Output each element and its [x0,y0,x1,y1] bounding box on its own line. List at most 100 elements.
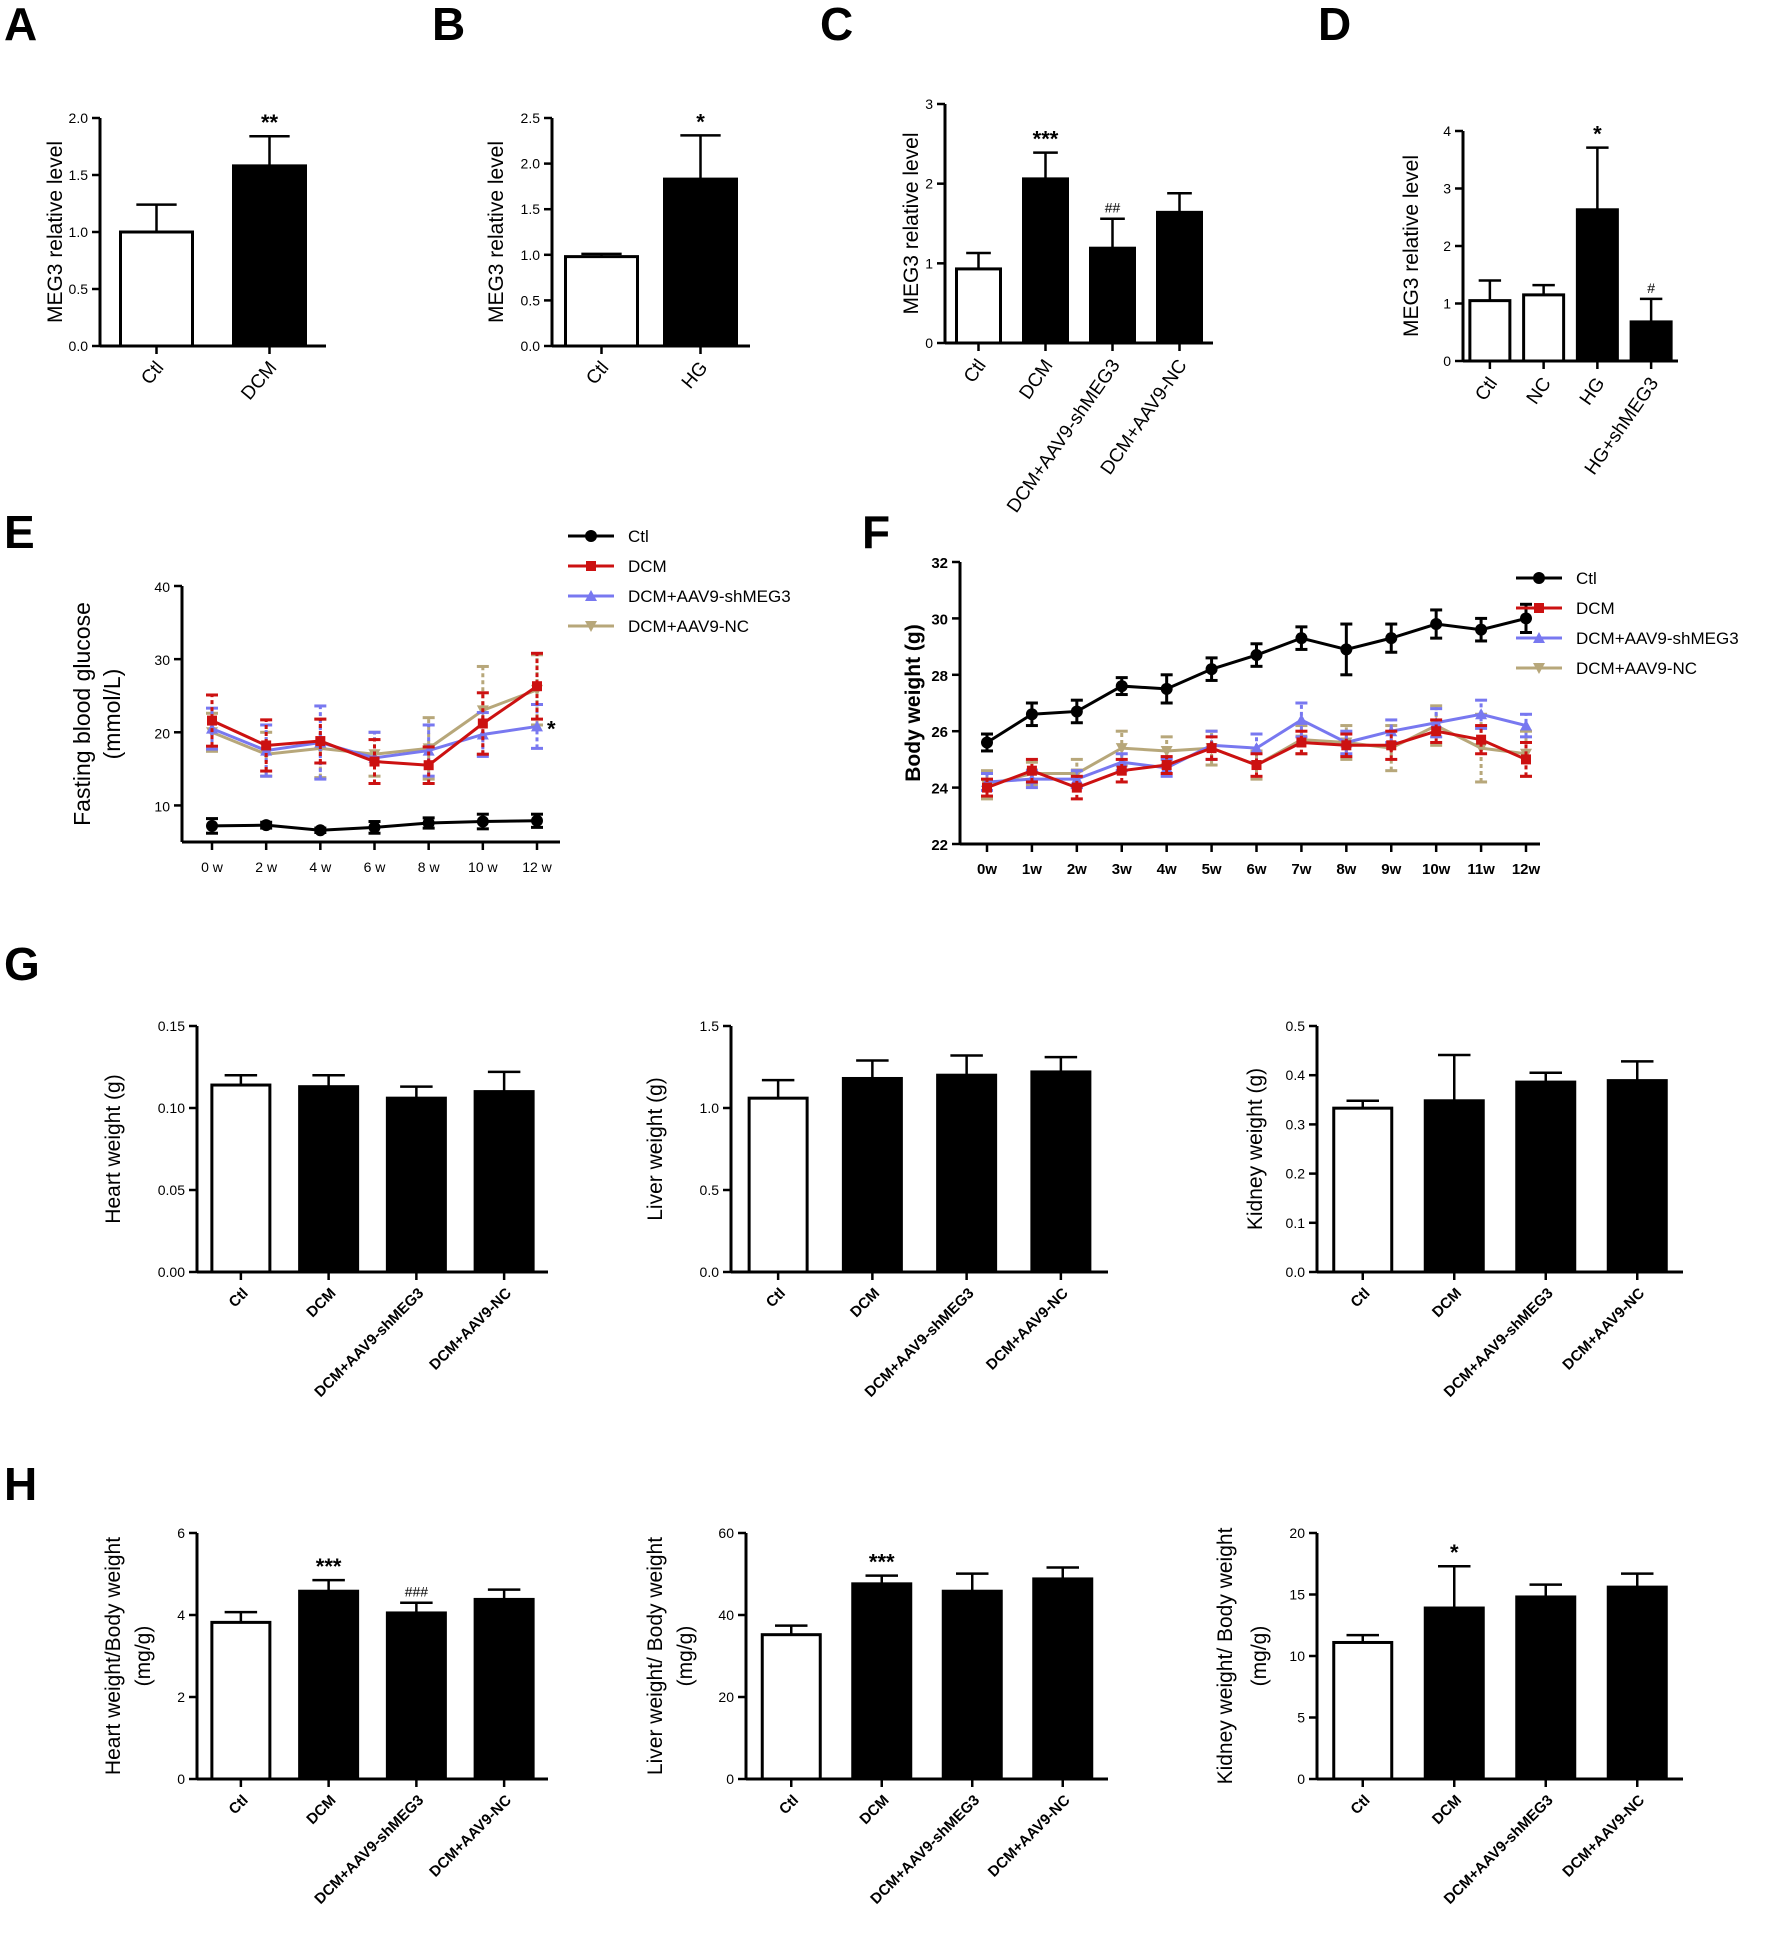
marker-circle [260,819,273,832]
marker-square [1206,743,1217,754]
significance-label: * [1450,1540,1459,1565]
legend-label: DCM [628,557,667,576]
bar-ctl [955,267,1002,345]
y-tick-label: 1.5 [69,167,89,183]
marker-circle [1250,649,1263,662]
bar-chart-9: 0 2 4 6 Heart weight/Body weight (mg/g) Ctl DCM… [102,1525,548,1908]
bar-dcm [841,1076,903,1274]
marker-circle [368,821,381,834]
marker-circle [1070,705,1083,718]
legend-label: Ctl [628,527,649,546]
x-tick-label: DCM [1429,1285,1465,1321]
bar-dcm [1022,177,1069,345]
x-tick-label: Ctl [776,1792,802,1818]
y-tick-label: 20 [718,1689,734,1705]
marker-triangle-up [476,728,489,740]
marker-triangle-up [1070,773,1083,785]
bar-dcm-aav9-shmeg3 [1515,1080,1577,1274]
marker-square [477,718,488,729]
x-tick-label: DCM [237,358,281,405]
series-line [986,616,1527,744]
bar-chart-10: 0 20 40 60 Liver weight/ Body weight (mg/g) Ct… [644,1525,1108,1908]
panel-letter-e: E [4,506,35,558]
x-tick-label: NC [1523,374,1556,409]
y-axis-label: MEG3 relative level [900,132,923,314]
marker-circle [531,814,543,827]
y-axis-label: Liver weight (g) [644,1077,667,1221]
marker-square [982,782,992,793]
marker-triangle-up [1533,632,1545,643]
panel-letter-f: F [862,506,890,558]
y-tick-label: 0.0 [700,1264,720,1280]
y-tick-label: 6 [177,1525,185,1541]
marker-circle [1115,680,1128,693]
x-tick-label: 12w [1512,861,1541,878]
x-tick-label: Ctl [226,1285,252,1311]
bar-dcm-aav9-shmeg3 [1089,246,1136,345]
marker-triangle-up [1520,719,1532,731]
series-dcm [981,718,1532,801]
y-tick-label: 30 [931,611,948,628]
series-ctl [981,602,1532,753]
x-tick-label: 0w [977,861,997,878]
y-tick-label: 40 [718,1607,734,1623]
significance-label: *** [1033,127,1059,152]
x-tick-label: DCM+AAV9-NC [1559,1792,1648,1881]
marker-circle [206,819,218,832]
y-tick-label: 2 [1443,238,1451,254]
marker-square [586,561,596,571]
significance-label: ### [405,1584,429,1600]
x-tick-label: DCM+AAV9-shMEG3 [1003,356,1124,517]
series-dcm [206,651,543,785]
marker-square [261,740,272,751]
marker-square [1251,760,1262,771]
marker-triangle-up [1475,708,1488,720]
y-tick-label: 20 [1289,1525,1305,1541]
marker-square [1071,782,1082,793]
marker-square [1431,726,1442,737]
y-tick-label: 10 [1289,1648,1305,1664]
bar-chart-6: 0.00 0.05 0.10 0.15 Heart weight (g) Ctl DCM DC… [102,1018,548,1401]
marker-square [1476,734,1487,745]
bar-chart-2: 0 1 2 3 MEG3 relative level Ctl DCM *** DCM+AAV9… [900,96,1213,517]
x-tick-label: 4w [1157,861,1177,878]
legend-label: Ctl [1576,569,1597,588]
bar-dcm-aav9-nc [1032,1577,1094,1781]
series-ctl [206,812,543,837]
y-tick-label: 26 [931,724,948,741]
x-tick-label: DCM [303,1285,339,1321]
y-tick-label: 0.00 [158,1264,185,1280]
bar-ctl [1332,1106,1394,1274]
y-tick-label: 1.5 [700,1018,720,1034]
bar-dcm-aav9-nc [473,1597,535,1781]
y-axis-label-unit: (mg/g) [132,1626,155,1687]
x-tick-label: Ctl [137,358,168,389]
marker-circle [1430,618,1443,631]
marker-square [207,715,217,726]
line-chart-4: 10 20 30 40 0 w 2 w 4 w 6 w 8 w 10 w 12 w Fasting b… [69,527,791,875]
marker-circle [981,736,993,749]
y-tick-label: 0 [177,1771,185,1787]
x-tick-label: 10w [1422,861,1451,878]
y-tick-label: 0.3 [1286,1116,1306,1132]
y-axis-label: Heart weight (g) [102,1074,125,1223]
x-tick-label: 6w [1246,861,1266,878]
legend-label: DCM+AAV9-NC [1576,659,1697,678]
y-tick-label: 28 [931,668,948,685]
bar-ctl [1332,1640,1394,1781]
x-tick-label: Ctl [960,356,991,387]
bar-dcm-aav9-nc [1606,1585,1668,1781]
marker-circle [1533,572,1545,584]
significance-label: * [696,109,705,134]
marker-square [1386,740,1397,751]
bar-dcm-aav9-shmeg3 [385,1611,447,1781]
y-tick-label: 0.4 [1286,1067,1306,1083]
x-tick-label: DCM [1429,1792,1465,1828]
significance-label: * [1593,122,1602,147]
x-tick-label: DCM+AAV9-NC [983,1285,1072,1374]
marker-square [315,736,326,747]
